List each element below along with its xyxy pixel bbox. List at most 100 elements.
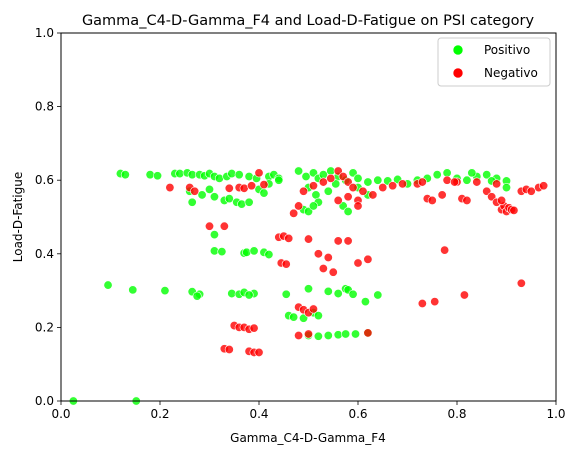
point-positivo-19 (313, 311, 323, 321)
point-positivo-43 (120, 170, 130, 180)
x-tick-label-0: 0.0 (51, 407, 70, 421)
point-negativo-10 (219, 221, 229, 231)
point-negativo-39 (294, 330, 304, 340)
x-tick-label-5: 1.0 (546, 407, 565, 421)
point-positivo-102 (308, 201, 318, 211)
point-positivo-2 (103, 280, 113, 290)
point-negativo-19 (333, 236, 343, 246)
point-negativo-91 (440, 245, 450, 255)
point-positivo-94 (323, 186, 333, 196)
point-positivo-34 (209, 246, 219, 256)
point-positivo-78 (301, 172, 311, 182)
point-negativo-43 (294, 201, 304, 211)
chart-title: Gamma_C4-D-Gamma_F4 and Load-D-Fatigue o… (82, 13, 535, 29)
point-positivo-72 (244, 197, 254, 207)
point-positivo-40 (264, 250, 274, 260)
point-negativo-66 (442, 175, 452, 185)
point-positivo-88 (373, 175, 383, 185)
point-positivo-30 (333, 330, 343, 340)
point-positivo-7 (192, 291, 202, 301)
point-negativo-20 (343, 236, 353, 246)
x-tick-label-4: 0.8 (447, 407, 466, 421)
point-positivo-77 (294, 166, 304, 176)
point-negativo-69 (462, 195, 472, 205)
point-negativo-89 (459, 290, 469, 300)
point-positivo-54 (214, 173, 224, 183)
point-negativo-2 (190, 186, 200, 196)
point-positivo-87 (363, 177, 373, 187)
point-positivo-37 (242, 247, 252, 257)
point-positivo-64 (187, 197, 197, 207)
point-positivo-26 (373, 290, 383, 300)
point-positivo-17 (303, 284, 313, 294)
y-tick-label-5: 1.0 (35, 26, 54, 40)
point-negativo-82 (526, 186, 536, 196)
point-positivo-25 (360, 297, 370, 307)
point-positivo-47 (175, 169, 185, 179)
point-negativo-58 (333, 195, 343, 205)
point-positivo-86 (353, 173, 363, 183)
legend-box (437, 37, 551, 87)
point-negativo-57 (398, 179, 408, 189)
point-positivo-66 (205, 184, 215, 194)
point-negativo-86 (497, 195, 507, 205)
point-negativo-29 (249, 323, 259, 333)
y-tick-label-1: 0.2 (35, 320, 54, 334)
points-layer (68, 166, 549, 406)
point-negativo-22 (363, 254, 373, 264)
point-negativo-18 (323, 252, 333, 262)
y-tick-label-3: 0.6 (35, 173, 54, 187)
point-positivo-12 (244, 290, 254, 300)
point-negativo-5 (239, 183, 249, 193)
point-positivo-4 (160, 286, 170, 296)
legend-label-positivo: Positivo (484, 43, 530, 57)
point-negativo-31 (224, 344, 234, 354)
x-axis-label: Gamma_C4-D-Gamma_F4 (230, 431, 386, 445)
point-negativo-45 (308, 181, 318, 191)
point-negativo-84 (539, 181, 549, 191)
point-positivo-111 (482, 170, 492, 180)
point-positivo-67 (209, 192, 219, 202)
point-positivo-109 (462, 175, 472, 185)
point-positivo-24 (348, 289, 358, 299)
point-negativo-17 (313, 249, 323, 259)
point-positivo-114 (467, 168, 477, 178)
point-negativo-87 (417, 298, 427, 308)
point-positivo-20 (323, 286, 333, 296)
point-positivo-29 (323, 330, 333, 340)
legend-label-negativo: Negativo (484, 66, 538, 80)
point-negativo-23 (318, 264, 328, 274)
point-positivo-8 (227, 289, 237, 299)
y-tick-label-2: 0.4 (35, 247, 54, 261)
point-negativo-56 (388, 181, 398, 191)
point-positivo-76 (274, 175, 284, 185)
point-negativo-60 (353, 201, 363, 211)
point-negativo-46 (318, 177, 328, 187)
point-positivo-74 (259, 188, 269, 198)
point-positivo-13 (281, 289, 291, 299)
x-tick-label-3: 0.6 (348, 407, 367, 421)
legend: Positivo Negativo (437, 37, 551, 87)
point-negativo-24 (328, 267, 338, 277)
point-positivo-35 (217, 247, 227, 257)
x-axis-ticks: 0.0 0.2 0.4 0.6 0.8 1.0 (51, 401, 566, 421)
plot-area (61, 33, 556, 401)
point-positivo-69 (224, 194, 234, 204)
point-positivo-71 (237, 199, 247, 209)
point-negativo-3 (224, 183, 234, 193)
point-positivo-106 (432, 170, 442, 180)
point-positivo-3 (128, 285, 138, 295)
x-tick-label-2: 0.4 (249, 407, 268, 421)
point-negativo-7 (254, 168, 264, 178)
point-positivo-32 (351, 329, 361, 339)
point-positivo-44 (145, 170, 155, 180)
point-positivo-31 (341, 329, 351, 339)
point-negativo-79 (509, 205, 519, 215)
plot-frame (60, 32, 557, 402)
point-positivo-45 (153, 171, 163, 181)
point-positivo-56 (227, 169, 237, 179)
point-positivo-38 (249, 246, 259, 256)
point-negativo-51 (348, 183, 358, 193)
point-negativo-42 (289, 208, 299, 218)
